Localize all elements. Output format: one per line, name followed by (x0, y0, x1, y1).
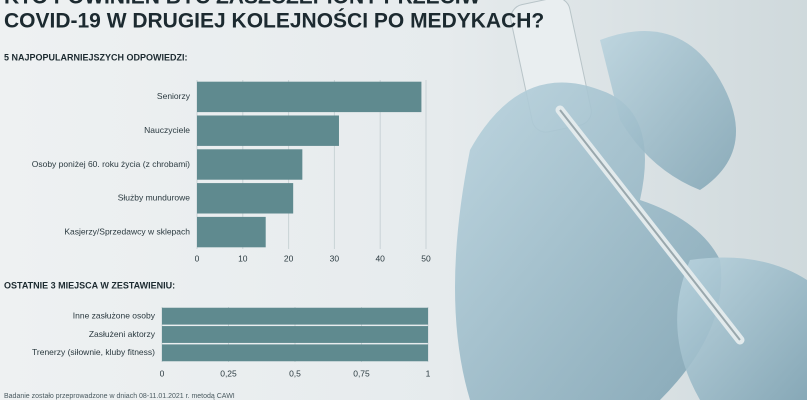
x-tick-label: 10 (238, 253, 248, 263)
bar (197, 115, 339, 146)
title-line: COVID-19 W DRUGIEJ KOLEJNOŚCI PO MEDYKAC… (4, 9, 544, 33)
category-label: Seniorzy (157, 91, 191, 101)
bar (162, 344, 428, 362)
x-tick-label: 1 (426, 368, 431, 378)
x-tick-label: 0 (195, 253, 200, 263)
title-line: KTO POWINIEN BYĆ ZASZCZEPIONY PRZECIW (4, 0, 481, 9)
bar (162, 326, 428, 343)
x-tick-label: 40 (375, 253, 385, 263)
x-tick-label: 0,75 (353, 368, 370, 378)
chart-subtitle: OSTATNIE 3 MIEJSCA W ZESTAWIENIU: (4, 280, 175, 290)
category-label: Kasjerzy/Sprzedawcy w sklepach (64, 226, 190, 236)
x-tick-label: 30 (330, 253, 340, 263)
category-label: Osoby poniżej 60. roku życia (z chrobami… (32, 159, 190, 169)
bar (197, 216, 266, 248)
category-label: Nauczyciele (144, 125, 190, 135)
bar (197, 81, 422, 113)
bar (197, 149, 303, 180)
category-label: Inne zasłużone osoby (73, 310, 156, 320)
x-tick-label: 0 (160, 368, 165, 378)
x-tick-label: 50 (421, 253, 431, 263)
category-label: Zasłużeni aktorzy (89, 329, 156, 339)
chart-subtitle: 5 NAJPOPULARNIEJSZYCH ODPOWIEDZI: (4, 52, 188, 62)
bar (162, 307, 428, 325)
category-label: Służby mundurowe (118, 193, 191, 203)
photo (455, 0, 807, 400)
bar (197, 183, 294, 214)
x-tick-label: 0,25 (220, 368, 237, 378)
x-tick-label: 0,5 (289, 368, 301, 378)
category-label: Trenerzy (siłownie, kluby fitness) (32, 347, 155, 357)
x-tick-label: 20 (284, 253, 294, 263)
footnote: Badanie zostało przeprowadzone w dniach … (4, 393, 235, 400)
